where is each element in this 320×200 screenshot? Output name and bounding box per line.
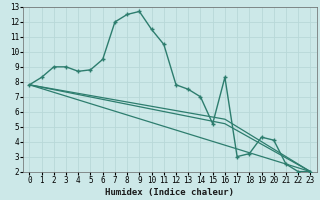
X-axis label: Humidex (Indice chaleur): Humidex (Indice chaleur): [105, 188, 235, 197]
